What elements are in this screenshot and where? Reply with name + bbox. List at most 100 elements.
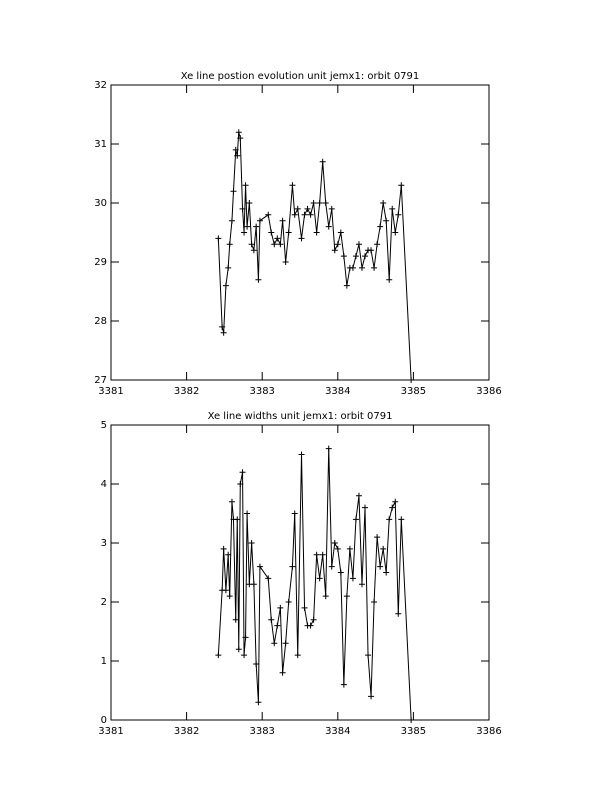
point-marker: [349, 264, 356, 271]
point-marker: [250, 247, 257, 254]
point-marker: [271, 640, 278, 647]
point-marker: [255, 699, 262, 706]
point-marker: [291, 510, 298, 517]
point-marker: [346, 545, 353, 552]
x-tick-label: 3385: [401, 726, 426, 737]
y-tick-label: 30: [94, 198, 107, 209]
x-tick-label: 3383: [249, 386, 274, 397]
point-marker: [277, 604, 284, 611]
point-marker: [232, 146, 239, 153]
point-marker: [230, 188, 237, 195]
point-marker: [319, 551, 326, 558]
point-marker: [250, 581, 257, 588]
point-marker: [383, 217, 390, 224]
y-tick-label: 27: [94, 375, 107, 386]
point-marker: [307, 211, 314, 218]
point-marker: [325, 445, 332, 452]
point-marker: [310, 616, 317, 623]
point-marker: [389, 504, 396, 511]
point-marker: [374, 534, 381, 541]
point-marker: [268, 616, 275, 623]
point-marker: [365, 652, 372, 659]
y-tick-label: 1: [101, 656, 107, 667]
y-tick-label: 31: [94, 139, 107, 150]
x-tick-label: 3382: [174, 386, 199, 397]
point-marker: [277, 241, 284, 248]
y-tick-label: 5: [101, 420, 107, 431]
point-marker: [322, 200, 329, 206]
point-marker: [237, 481, 244, 487]
point-marker: [239, 469, 246, 476]
y-tick-label: 29: [94, 257, 107, 268]
point-marker: [241, 652, 248, 659]
x-tick-label: 3384: [325, 386, 350, 397]
y-tick-label: 3: [101, 538, 107, 549]
point-marker: [374, 241, 381, 248]
point-marker: [291, 211, 298, 218]
point-marker: [235, 646, 242, 653]
x-tick-label: 3381: [98, 726, 123, 737]
point-marker: [334, 545, 341, 552]
point-marker: [226, 593, 233, 600]
y-tick-label: 32: [94, 80, 107, 91]
point-marker: [362, 253, 369, 260]
y-tick-label: 28: [94, 316, 107, 327]
chart-title: Xe line widths unit jemx1: orbit 0791: [208, 411, 393, 422]
y-tick-label: 4: [101, 479, 107, 490]
point-marker: [285, 599, 292, 605]
point-marker: [279, 217, 286, 224]
point-marker: [244, 223, 251, 230]
point-marker: [325, 223, 332, 230]
point-marker: [294, 652, 301, 659]
point-marker: [289, 182, 296, 189]
point-marker: [244, 510, 251, 517]
point-marker: [253, 223, 260, 230]
point-marker: [343, 282, 350, 289]
point-marker: [289, 563, 296, 570]
point-marker: [274, 235, 281, 242]
point-marker: [337, 229, 344, 236]
point-marker: [377, 563, 384, 570]
point-marker: [334, 241, 341, 248]
point-marker: [368, 693, 375, 700]
point-marker: [228, 498, 235, 505]
y-tick-label: 0: [101, 715, 107, 726]
point-marker: [383, 569, 390, 576]
point-marker: [248, 540, 255, 546]
point-marker: [380, 200, 387, 206]
point-marker: [234, 152, 241, 159]
point-marker: [282, 640, 289, 647]
point-marker: [225, 264, 232, 271]
point-marker: [352, 253, 359, 260]
point-marker: [256, 563, 263, 570]
point-marker: [232, 616, 239, 623]
point-marker: [255, 276, 262, 283]
point-marker: [408, 377, 415, 383]
y-tick-label: 2: [101, 597, 107, 608]
point-marker: [239, 205, 246, 212]
x-tick-label: 3386: [476, 386, 501, 397]
point-marker: [242, 182, 249, 189]
point-marker: [319, 158, 326, 165]
point-marker: [298, 235, 305, 242]
point-marker: [368, 247, 375, 254]
point-marker: [294, 205, 301, 212]
point-marker: [237, 135, 244, 142]
point-marker: [265, 575, 272, 582]
x-tick-label: 3382: [174, 726, 199, 737]
point-marker: [355, 241, 362, 248]
point-marker: [304, 205, 311, 212]
point-marker: [340, 681, 347, 688]
point-marker: [253, 660, 260, 667]
point-marker: [355, 492, 362, 499]
point-marker: [362, 504, 369, 511]
x-tick-label: 3386: [476, 726, 501, 737]
point-marker: [398, 516, 405, 523]
point-marker: [234, 516, 241, 523]
point-marker: [408, 717, 415, 723]
point-marker: [274, 622, 281, 629]
point-marker: [235, 129, 242, 136]
point-marker: [282, 259, 289, 265]
point-marker: [340, 253, 347, 260]
point-marker: [380, 545, 387, 552]
